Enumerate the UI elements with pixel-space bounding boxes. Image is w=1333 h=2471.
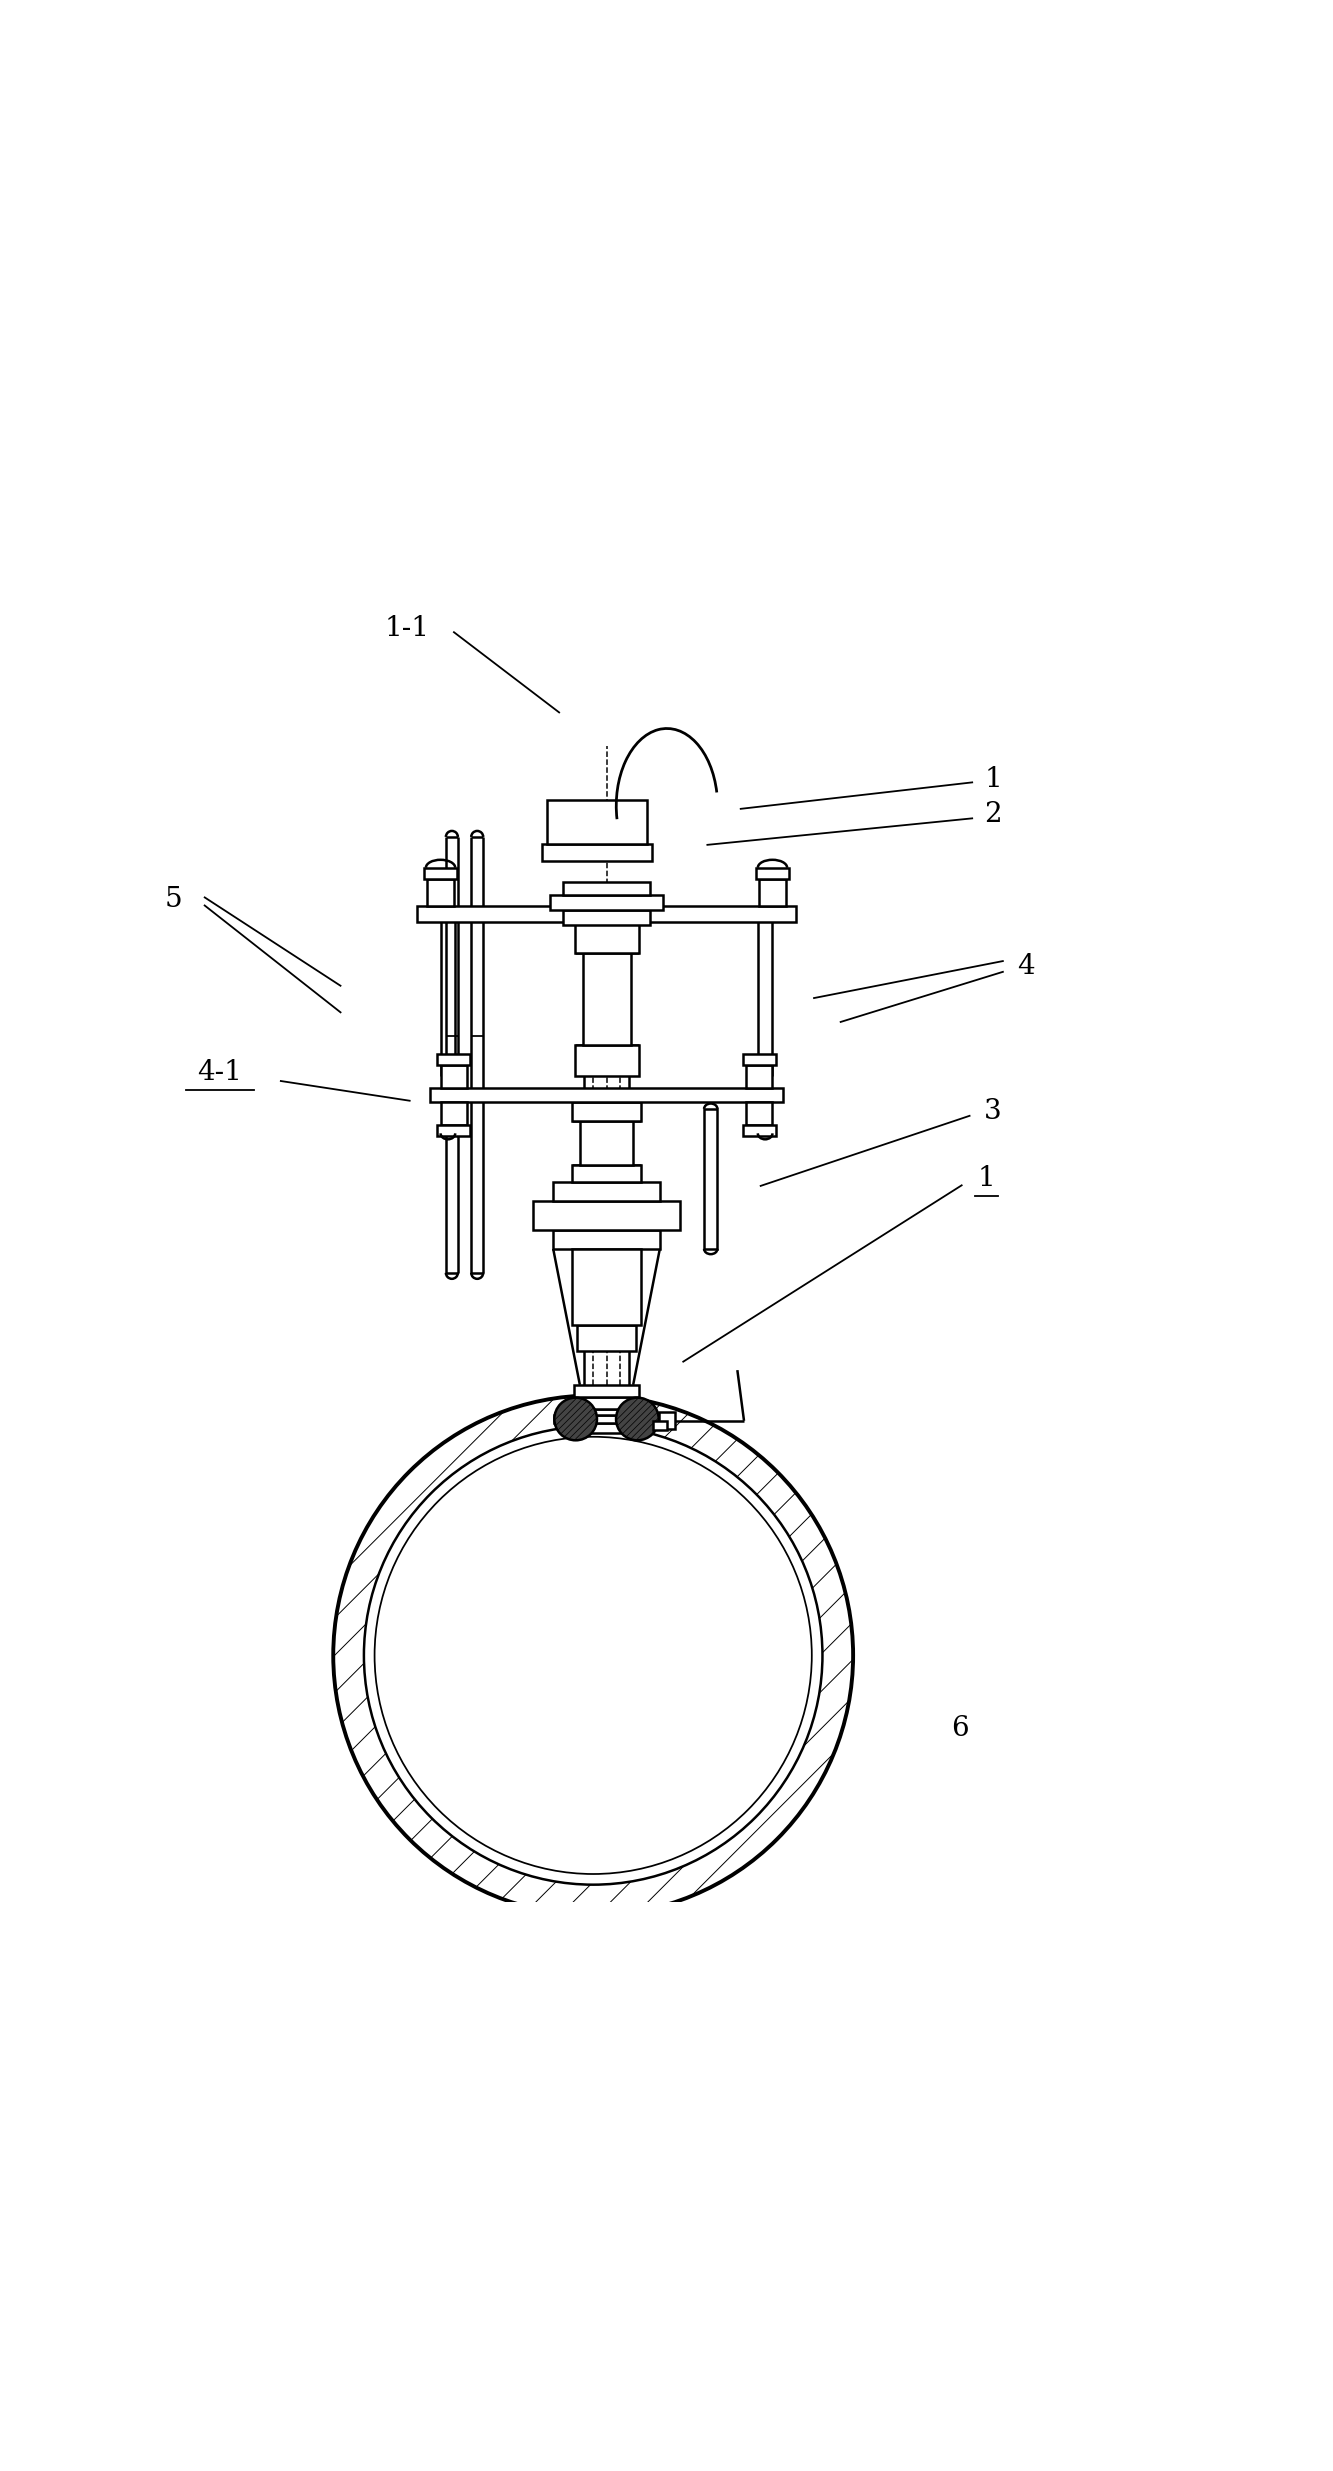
Bar xyxy=(548,801,648,845)
Bar xyxy=(572,1164,641,1181)
Circle shape xyxy=(555,1399,597,1441)
Text: 1: 1 xyxy=(984,766,1002,793)
Bar xyxy=(440,1065,468,1087)
Bar xyxy=(575,922,639,954)
Bar xyxy=(580,1396,633,1408)
Bar xyxy=(746,1065,773,1087)
Bar xyxy=(583,954,631,1045)
Bar xyxy=(568,1423,645,1433)
Bar xyxy=(416,907,797,922)
Bar xyxy=(756,867,789,880)
Bar xyxy=(577,1324,636,1352)
Bar xyxy=(568,1408,645,1416)
Text: 4: 4 xyxy=(1017,954,1036,979)
Bar xyxy=(437,1124,471,1137)
Bar xyxy=(553,1181,660,1201)
Text: 1-1: 1-1 xyxy=(384,615,429,642)
Bar xyxy=(573,1384,640,1396)
Text: 5: 5 xyxy=(164,887,183,914)
Bar xyxy=(572,1102,641,1122)
Bar xyxy=(553,1231,660,1248)
Bar xyxy=(580,1122,633,1164)
Circle shape xyxy=(616,1399,659,1441)
Bar xyxy=(742,1053,776,1065)
Bar xyxy=(659,1411,674,1428)
Bar xyxy=(746,1102,773,1124)
Text: 6: 6 xyxy=(950,1715,969,1742)
Bar xyxy=(427,880,453,907)
Text: 3: 3 xyxy=(984,1097,1002,1124)
Bar xyxy=(760,880,786,907)
Bar xyxy=(563,882,651,895)
Bar xyxy=(575,1045,639,1077)
Bar xyxy=(704,1109,717,1248)
Text: 1: 1 xyxy=(977,1164,996,1191)
Bar xyxy=(440,1102,468,1124)
Bar xyxy=(563,909,651,924)
Bar xyxy=(551,895,663,909)
Bar xyxy=(424,867,457,880)
Bar xyxy=(543,845,652,860)
Bar xyxy=(429,1087,784,1102)
Bar xyxy=(437,1053,471,1065)
Bar xyxy=(572,1248,641,1324)
Bar xyxy=(533,1201,680,1231)
Text: 4-1: 4-1 xyxy=(197,1060,243,1087)
Circle shape xyxy=(364,1426,822,1885)
Bar xyxy=(555,1416,659,1423)
Text: 2: 2 xyxy=(984,801,1002,828)
Bar xyxy=(742,1124,776,1137)
Bar xyxy=(653,1421,666,1431)
